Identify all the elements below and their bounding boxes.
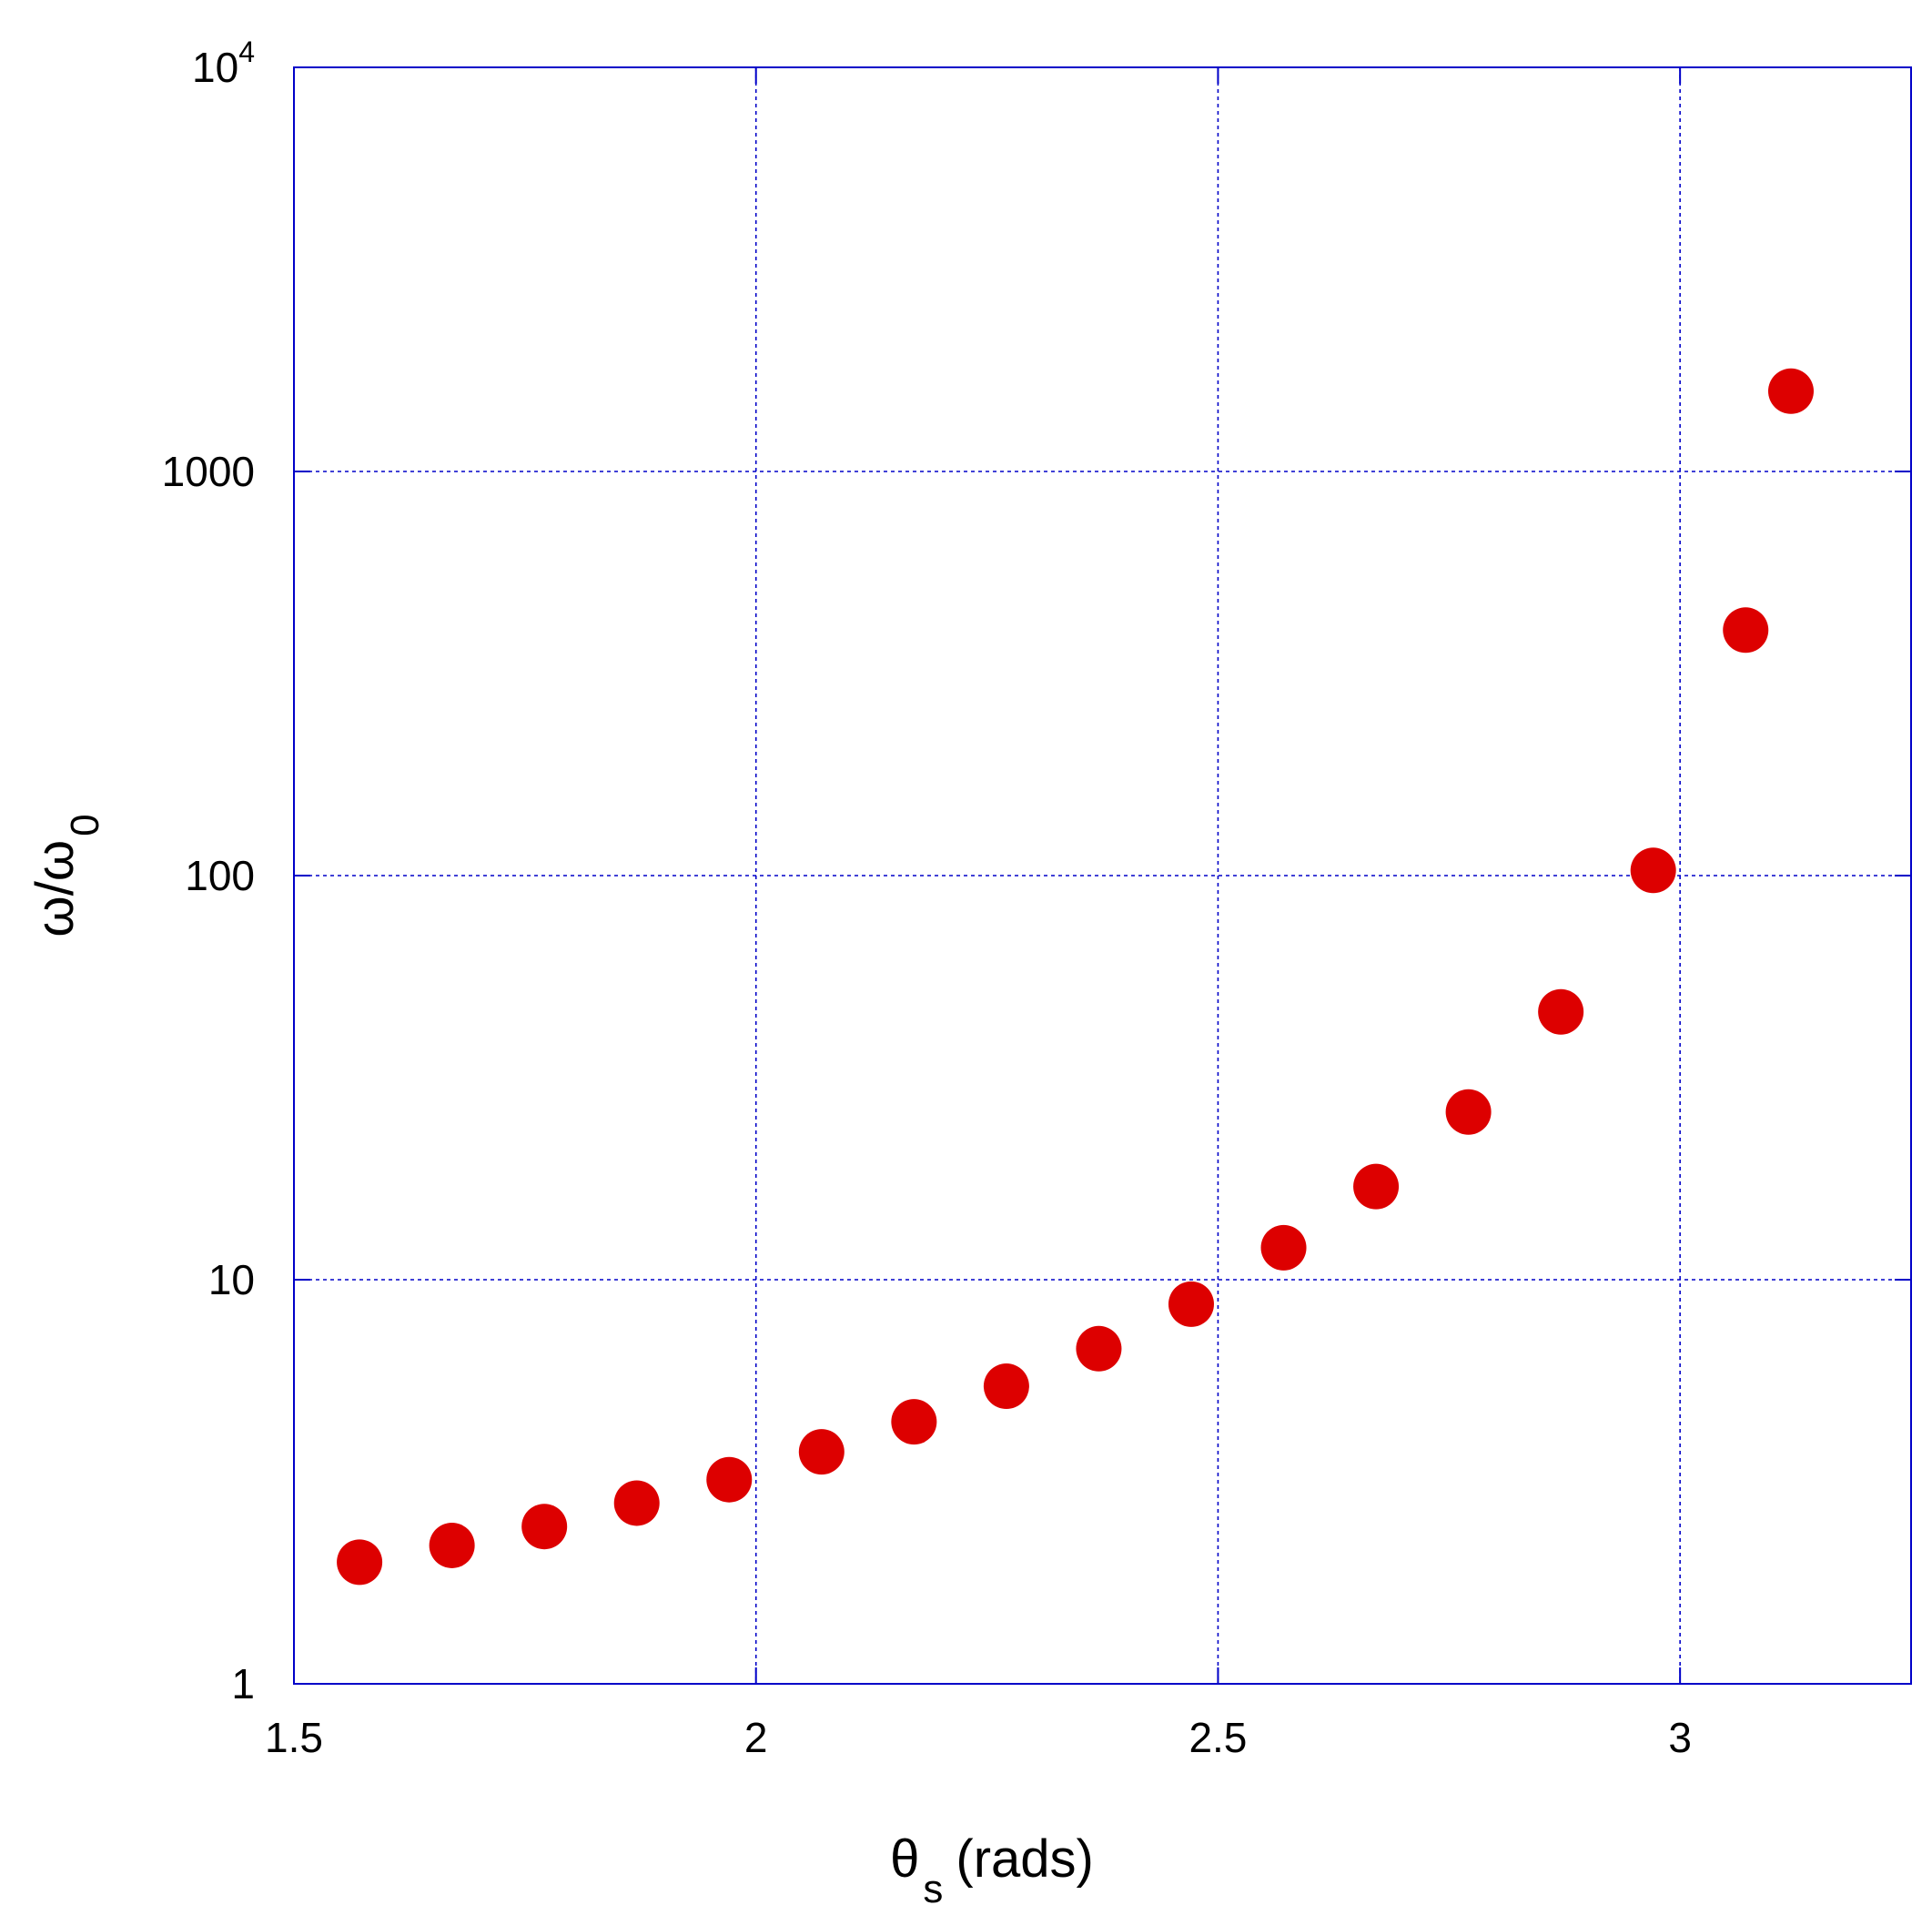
data-point: [429, 1522, 475, 1568]
y-tick-label: 1: [231, 1660, 255, 1707]
x-axis-label-unit: (rads): [956, 1829, 1093, 1889]
data-point: [891, 1399, 937, 1445]
data-point: [706, 1456, 753, 1503]
data-points: [337, 368, 1814, 1586]
data-point: [1076, 1325, 1122, 1372]
data-point: [521, 1504, 568, 1550]
data-point: [1630, 847, 1676, 894]
x-tick-label: 2: [744, 1714, 768, 1761]
x-axis-label: θs (rads): [890, 1829, 1094, 1911]
x-axis-label-subscript: s: [923, 1867, 943, 1911]
x-tick-label: 1.5: [265, 1714, 323, 1761]
y-tick-label: 1000: [162, 448, 255, 495]
data-point: [798, 1429, 845, 1475]
y-tick-label: 10: [208, 1256, 255, 1303]
data-point: [983, 1363, 1029, 1410]
data-point: [1538, 988, 1584, 1035]
x-tick-label: 2.5: [1189, 1714, 1247, 1761]
grid-lines: [294, 67, 1911, 1684]
y-axis-label-subscript: 0: [63, 814, 107, 836]
data-point: [1168, 1281, 1214, 1327]
y-tick-label: 100: [185, 852, 255, 899]
data-point: [337, 1539, 383, 1586]
data-point: [1260, 1224, 1307, 1271]
data-point: [613, 1480, 660, 1526]
x-axis-label-symbol: θ: [890, 1829, 919, 1889]
y-axis-label-main: ω/ω: [25, 840, 85, 937]
x-tick-label: 3: [1668, 1714, 1692, 1761]
axis-ticks: 1.5 2 2.5 3 1 10 100 1000 104: [162, 35, 1911, 1761]
data-point: [1353, 1163, 1400, 1210]
data-point: [1767, 368, 1814, 414]
y-tick-label: 104: [192, 35, 255, 91]
y-axis-label: ω/ω 0: [25, 814, 107, 937]
data-point: [1445, 1089, 1492, 1135]
y-tick-label-exponent: 4: [238, 35, 255, 68]
data-point: [1723, 607, 1769, 654]
